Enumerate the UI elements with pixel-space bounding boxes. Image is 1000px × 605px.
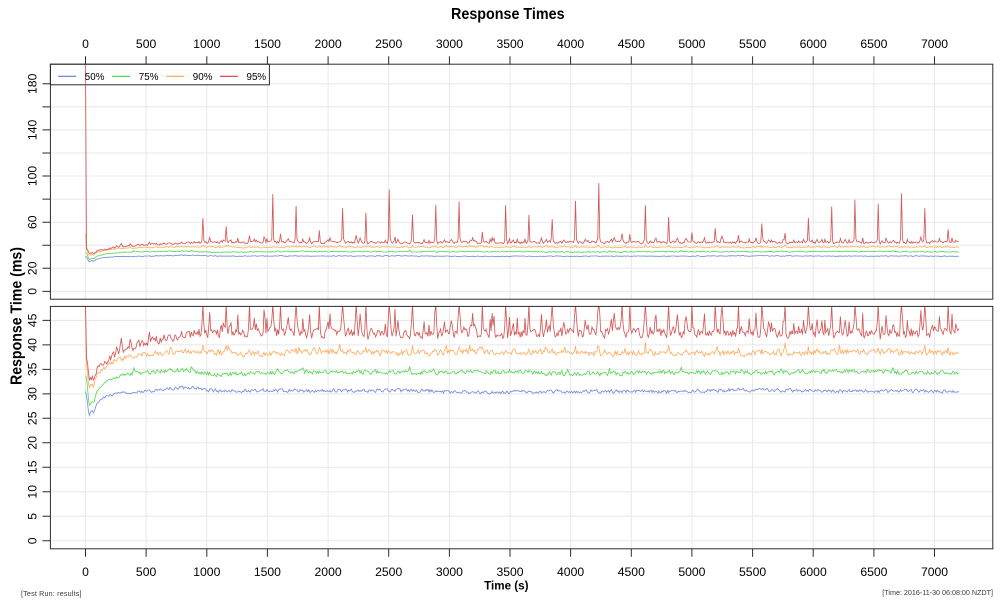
svg-text:50%: 50% xyxy=(85,72,105,83)
svg-text:1500: 1500 xyxy=(254,37,281,51)
svg-text:1500: 1500 xyxy=(254,565,281,579)
svg-text:15: 15 xyxy=(26,460,40,474)
svg-text:20: 20 xyxy=(26,436,40,450)
svg-text:25: 25 xyxy=(26,411,40,425)
svg-text:5000: 5000 xyxy=(678,37,705,51)
svg-text:5: 5 xyxy=(26,513,40,520)
svg-text:7000: 7000 xyxy=(921,37,948,51)
svg-text:5500: 5500 xyxy=(739,565,766,579)
svg-text:90%: 90% xyxy=(193,72,213,83)
svg-text:Response Times: Response Times xyxy=(451,6,565,23)
svg-text:140: 140 xyxy=(26,120,40,141)
svg-text:20: 20 xyxy=(26,261,40,275)
svg-text:75%: 75% xyxy=(139,72,159,83)
svg-text:5000: 5000 xyxy=(678,565,705,579)
svg-text:45: 45 xyxy=(26,313,40,327)
svg-text:100: 100 xyxy=(26,166,40,187)
svg-text:[Time: 2016-11-30 06:08:00 NZD: [Time: 2016-11-30 06:08:00 NZDT] xyxy=(882,588,993,597)
svg-text:2000: 2000 xyxy=(315,565,342,579)
svg-text:1000: 1000 xyxy=(193,37,220,51)
svg-text:1000: 1000 xyxy=(193,565,220,579)
svg-text:5500: 5500 xyxy=(739,37,766,51)
svg-text:2000: 2000 xyxy=(315,37,342,51)
svg-text:6000: 6000 xyxy=(800,37,827,51)
svg-text:4000: 4000 xyxy=(557,37,584,51)
svg-text:2500: 2500 xyxy=(375,37,402,51)
svg-text:4500: 4500 xyxy=(618,37,645,51)
svg-text:3000: 3000 xyxy=(436,565,463,579)
svg-text:6000: 6000 xyxy=(800,565,827,579)
svg-text:95%: 95% xyxy=(247,72,267,83)
svg-text:0: 0 xyxy=(82,37,89,51)
svg-text:500: 500 xyxy=(136,565,157,579)
svg-text:4500: 4500 xyxy=(618,565,645,579)
svg-text:0: 0 xyxy=(26,288,40,295)
svg-text:0: 0 xyxy=(26,537,40,544)
svg-text:30: 30 xyxy=(26,387,40,401)
svg-text:7000: 7000 xyxy=(921,565,948,579)
svg-text:Time (s): Time (s) xyxy=(484,579,528,593)
svg-text:6500: 6500 xyxy=(860,565,887,579)
svg-text:3500: 3500 xyxy=(496,565,523,579)
svg-text:35: 35 xyxy=(26,362,40,376)
svg-text:40: 40 xyxy=(26,338,40,352)
svg-text:60: 60 xyxy=(26,215,40,229)
svg-text:Response Time (ms): Response Time (ms) xyxy=(9,247,26,385)
svg-text:180: 180 xyxy=(26,73,40,94)
svg-text:[Test Run: results]: [Test Run: results] xyxy=(21,589,82,598)
svg-text:2500: 2500 xyxy=(375,565,402,579)
svg-text:6500: 6500 xyxy=(860,37,887,51)
svg-text:500: 500 xyxy=(136,37,157,51)
svg-text:0: 0 xyxy=(82,565,89,579)
svg-text:3000: 3000 xyxy=(436,37,463,51)
svg-text:3500: 3500 xyxy=(496,37,523,51)
svg-text:4000: 4000 xyxy=(557,565,584,579)
svg-text:10: 10 xyxy=(26,485,40,499)
